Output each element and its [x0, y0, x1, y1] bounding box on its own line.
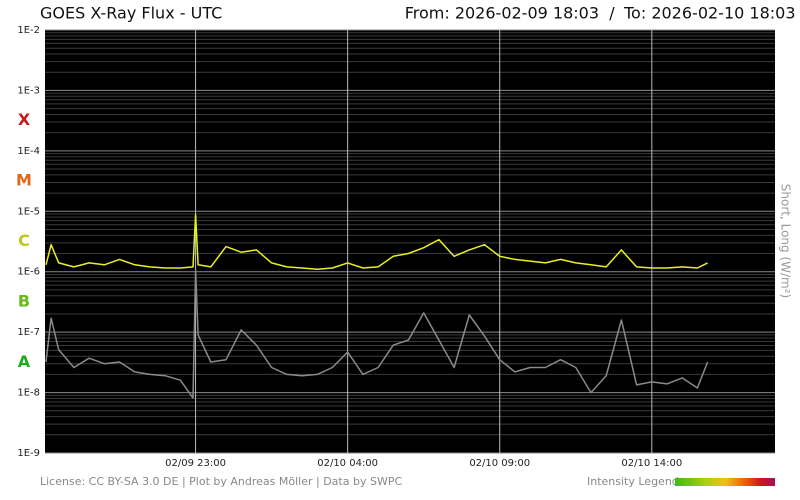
- y-tick-label: 1E-9: [17, 448, 40, 459]
- flare-class: X: [18, 110, 31, 129]
- y-tick-label: 1E-5: [17, 206, 40, 217]
- flare-class: B: [18, 291, 30, 310]
- chart-title: GOES X-Ray Flux - UTC: [40, 4, 222, 23]
- license: License: CC BY-SA 3.0 DE | Plot by Andre…: [40, 475, 402, 488]
- from-label: From: 2026-02-09 18:03: [405, 4, 599, 23]
- intensity-legend: [675, 478, 775, 486]
- y-tick-label: 1E-8: [17, 388, 40, 399]
- x-tick-label: 02/10 14:00: [621, 458, 682, 469]
- to-label: To: 2026-02-10 18:03: [623, 4, 796, 23]
- flare-class: A: [18, 352, 31, 371]
- y-tick-label: 1E-4: [17, 146, 40, 157]
- x-tick-label: 02/10 09:00: [469, 458, 530, 469]
- y-tick-label: 1E-3: [17, 85, 40, 96]
- flux-line: [45, 214, 708, 270]
- y-tick-label: 1E-7: [17, 327, 40, 338]
- flare-class: M: [16, 171, 32, 190]
- flux-line: [45, 269, 709, 399]
- x-tick-label: 02/10 04:00: [317, 458, 378, 469]
- y-axis-label: Short, Long (W/m²): [779, 184, 793, 298]
- y-tick-label: 1E-6: [17, 267, 40, 278]
- flare-class: C: [18, 231, 30, 250]
- y-tick-label: 1E-2: [17, 25, 40, 36]
- legend-label: Intensity Legend: [587, 475, 679, 488]
- separator: /: [609, 4, 615, 23]
- x-tick-label: 02/09 23:00: [165, 458, 226, 469]
